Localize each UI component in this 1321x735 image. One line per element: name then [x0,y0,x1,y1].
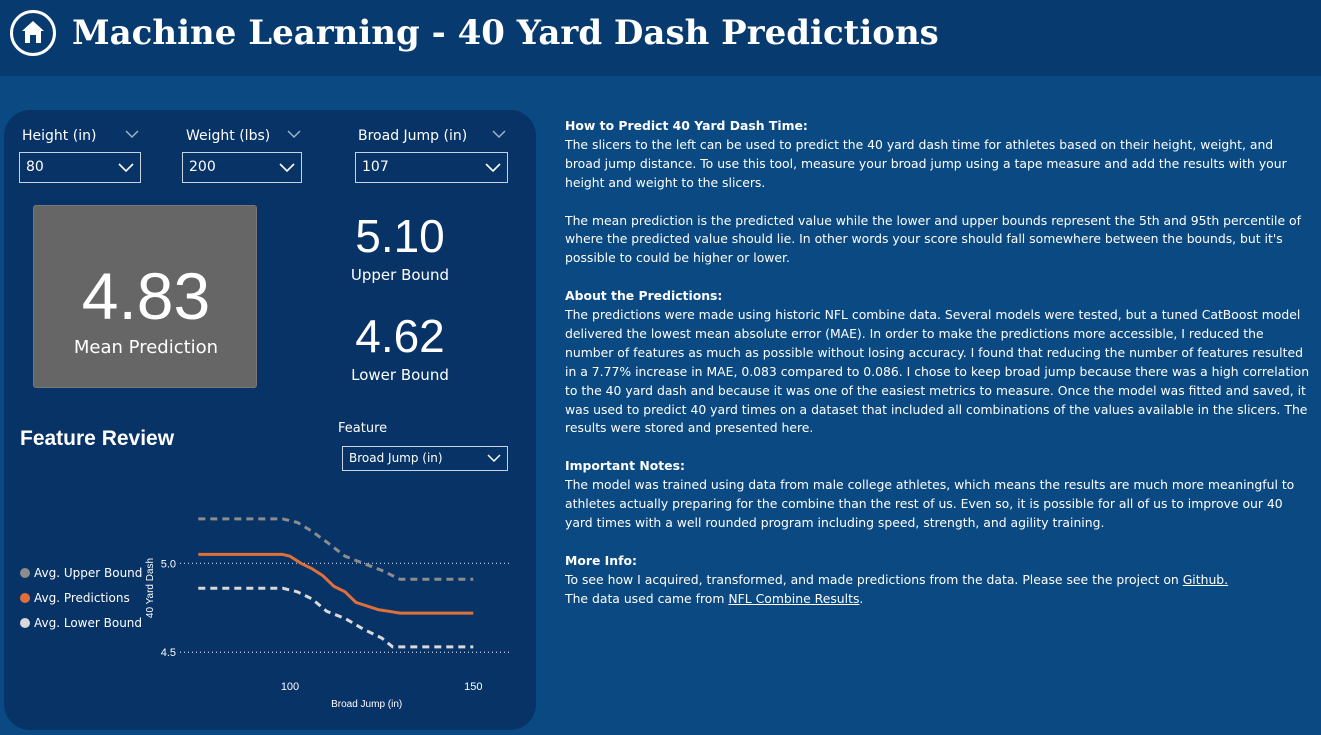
home-icon[interactable] [10,10,56,56]
feature-review-title: Feature Review [20,427,175,450]
upper-bound-value: 5.10 [355,210,445,262]
nfl-combine-results-link[interactable]: NFL Combine Results [728,590,860,606]
notes-paragraph: The model was trained using data from ma… [565,477,1295,530]
broad-jump-slicer-label: Broad Jump (in) [358,128,468,144]
github-link[interactable]: Github. [1182,571,1229,587]
chevron-down-icon [279,163,295,173]
chevron-down-icon [487,454,501,463]
weight-slicer-collapse-icon[interactable] [287,129,301,139]
legend-item-upper[interactable]: Avg. Upper Bound [20,564,142,589]
broad-jump-slicer-dropdown[interactable]: 107 [355,152,508,183]
feature-review-chart: 4.5 5.0 100 150 Broad Jump (in) 40 Yard Dash [145,517,510,710]
chevron-down-icon [118,163,134,173]
more-info-line-2: The data used came from NFL Combine Resu… [565,590,1310,609]
info-panel: How to Predict 40 Yard Dash Time: The sl… [565,117,1310,609]
lower-bound-label: Lower Bound [351,366,449,384]
mean-prediction-value: 4.83 [81,259,211,333]
notes-section-title: Important Notes: [565,458,685,474]
height-slicer-collapse-icon[interactable] [125,129,139,139]
y-tick-label: 5.0 [161,558,176,570]
mean-prediction-card: 4.83 Mean Prediction [33,205,257,388]
more-info-line-1: To see how I acquired, transformed, and … [565,571,1310,590]
predictions-line [198,552,474,615]
height-slicer-value: 80 [26,159,44,175]
lower-bound-value: 4.62 [355,310,445,362]
height-slicer-label: Height (in) [22,128,97,144]
x-tick-label: 100 [281,681,299,693]
how-paragraph-2: The mean prediction is the predicted val… [565,212,1301,266]
legend-item-predictions[interactable]: Avg. Predictions [20,589,142,614]
x-tick-label: 150 [464,681,482,693]
weight-slicer-value: 200 [189,159,216,175]
lower-bound-line [198,586,474,649]
feature-select-dropdown[interactable]: Broad Jump (in) [342,446,508,471]
upper-bound-line [198,517,474,581]
chart-legend: Avg. Upper Bound Avg. Predictions Avg. L… [20,564,142,639]
page-title: Machine Learning - 40 Yard Dash Predicti… [72,13,939,53]
header-bar: Machine Learning - 40 Yard Dash Predicti… [0,0,1321,76]
y-tick-label: 4.5 [161,647,176,659]
height-slicer-dropdown[interactable]: 80 [19,152,141,183]
x-axis-title: Broad Jump (in) [331,699,402,710]
about-section-title: About the Predictions: [565,288,723,304]
legend-dot-upper [20,568,30,578]
feature-select-label: Feature [338,421,388,436]
broad-jump-slicer-collapse-icon[interactable] [492,129,506,139]
chevron-down-icon [485,163,501,173]
more-info-title: More Info: [565,552,637,568]
more-info-line-2-text: The data used came from [565,590,729,606]
how-paragraph-1: The slicers to the left can be used to p… [565,136,1287,190]
more-info-line-2-end: . [859,590,864,606]
legend-label-lower: Avg. Lower Bound [34,616,143,630]
about-paragraph: The predictions were made using historic… [565,307,1310,436]
broad-jump-slicer-value: 107 [362,159,389,175]
y-axis-title: 40 Yard Dash [145,558,156,618]
weight-slicer-label: Weight (lbs) [186,128,271,144]
weight-slicer-dropdown[interactable]: 200 [182,152,302,183]
legend-dot-predictions [20,593,30,603]
more-info-line-1-text: To see how I acquired, transformed, and … [565,571,1183,587]
upper-bound-label: Upper Bound [350,266,450,284]
legend-label-predictions: Avg. Predictions [34,591,130,605]
mean-prediction-label: Mean Prediction [73,337,219,358]
legend-label-upper: Avg. Upper Bound [34,566,143,580]
legend-dot-lower [20,618,30,628]
how-section-title: How to Predict 40 Yard Dash Time: [565,118,808,133]
legend-item-lower[interactable]: Avg. Lower Bound [20,614,142,639]
feature-select-value: Broad Jump (in) [349,451,443,465]
